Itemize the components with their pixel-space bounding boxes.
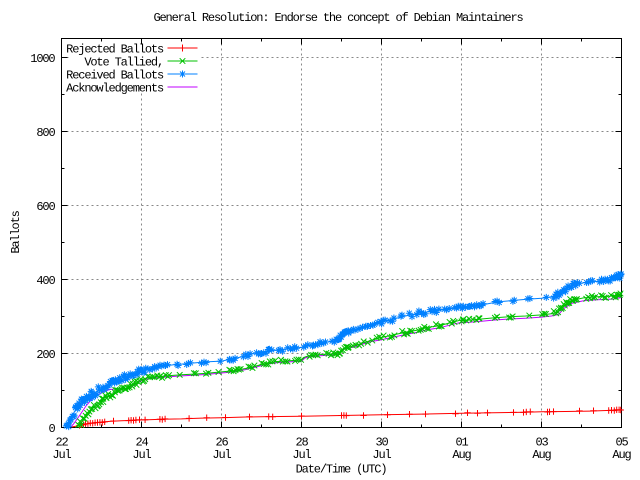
svg-text:Received Ballots: Received Ballots [66, 69, 164, 83]
svg-text:Rejected Ballots: Rejected Ballots [66, 43, 164, 57]
svg-text:Jul: Jul [292, 448, 311, 462]
svg-text:26: 26 [215, 436, 228, 450]
svg-text:0: 0 [48, 422, 55, 436]
svg-text:Aug: Aug [612, 448, 631, 462]
svg-text:Ballots: Ballots [9, 210, 23, 253]
svg-text:01: 01 [455, 436, 468, 450]
svg-text:1000: 1000 [30, 52, 55, 66]
svg-text:Aug: Aug [452, 448, 471, 462]
svg-text:30: 30 [375, 436, 388, 450]
svg-text:Jul: Jul [52, 448, 71, 462]
svg-text:600: 600 [36, 200, 55, 214]
svg-text:General Resolution: Endorse th: General Resolution: Endorse the concept … [153, 11, 523, 25]
svg-text:Acknowledgements: Acknowledgements [66, 82, 164, 96]
svg-text:200: 200 [36, 348, 55, 362]
svg-text:Date/Time (UTC): Date/Time (UTC) [296, 463, 387, 477]
svg-text:22: 22 [55, 436, 68, 450]
svg-text:800: 800 [36, 126, 55, 140]
svg-text:400: 400 [36, 274, 55, 288]
svg-text:28: 28 [295, 436, 308, 450]
svg-text:Aug: Aug [532, 448, 551, 462]
svg-text:05: 05 [615, 436, 628, 450]
svg-text:Jul: Jul [372, 448, 391, 462]
svg-text:24: 24 [135, 436, 148, 450]
svg-text:Vote Tallied,: Vote Tallied, [84, 56, 163, 70]
svg-text:Jul: Jul [132, 448, 151, 462]
svg-text:03: 03 [535, 436, 548, 450]
svg-text:Jul: Jul [212, 448, 231, 462]
